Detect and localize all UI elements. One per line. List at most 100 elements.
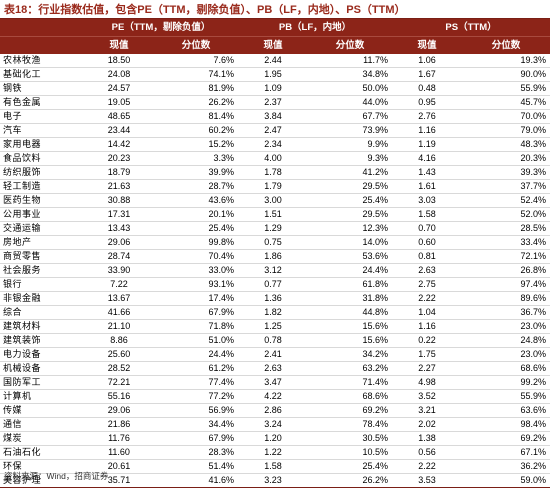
table-row: 电力设备 25.60 24.4% 2.41 34.2% 1.75 23.0% [0,347,550,362]
industry-name-cell: 传媒 [0,403,84,418]
pe-percentile-cell: 74.1% [154,67,239,82]
pb-percentile-cell: 44.8% [308,305,393,320]
pb-current-cell: 4.00 [238,151,309,166]
pb-percentile-cell: 10.5% [308,445,393,460]
pb-percentile-cell: 15.6% [308,319,393,334]
pb-current-cell: 2.41 [238,347,309,362]
ps-current-cell: 1.75 [392,347,463,362]
title-rule [0,18,550,19]
ps-percentile-cell: 52.4% [462,193,550,208]
ps-current-cell: 0.60 [392,235,463,250]
industry-name-cell: 通信 [0,417,84,432]
pb-percentile-cell: 73.9% [308,123,393,138]
industry-name-cell: 电子 [0,109,84,124]
pb-percentile-cell: 29.5% [308,179,393,194]
pe-current-cell: 24.57 [84,81,154,96]
pb-percentile-cell: 26.2% [308,473,393,488]
pb-current-cell: 0.78 [238,333,309,348]
ps-percentile-cell: 23.0% [462,347,550,362]
table-row: 银行 7.22 93.1% 0.77 61.8% 2.75 97.4% [0,277,550,292]
table-row: 社会服务 33.90 33.0% 3.12 24.4% 2.63 26.8% [0,263,550,278]
pb-percentile-cell: 34.8% [308,67,393,82]
ps-current-cell: 2.76 [392,109,463,124]
table-row: 计算机 55.16 77.2% 4.22 68.6% 3.52 55.9% [0,389,550,404]
pb-current-cell: 1.82 [238,305,309,320]
industry-name-cell: 计算机 [0,389,84,404]
header-pe-current: 现值 [84,36,154,54]
pb-percentile-cell: 25.4% [308,193,393,208]
header-ps-current: 现值 [392,36,463,54]
table-row: 基础化工 24.08 74.1% 1.95 34.8% 1.67 90.0% [0,67,550,82]
pb-percentile-cell: 29.5% [308,207,393,222]
pe-current-cell: 8.86 [84,333,154,348]
table-row: 环保 20.61 51.4% 1.58 25.4% 2.22 36.2% [0,459,550,474]
pe-current-cell: 29.06 [84,235,154,250]
ps-percentile-cell: 55.9% [462,81,550,96]
table-row: 综合 41.66 67.9% 1.82 44.8% 1.04 36.7% [0,305,550,320]
ps-current-cell: 1.16 [392,123,463,138]
pe-percentile-cell: 34.4% [154,417,239,432]
pe-percentile-cell: 15.2% [154,137,239,152]
pb-current-cell: 1.29 [238,221,309,236]
industry-name-cell: 食品饮料 [0,151,84,166]
industry-name-cell: 公用事业 [0,207,84,222]
table-row: 轻工制造 21.63 28.7% 1.79 29.5% 1.61 37.7% [0,179,550,194]
pb-current-cell: 1.79 [238,179,309,194]
pb-percentile-cell: 61.8% [308,277,393,292]
header-ps-percentile: 分位数 [462,36,550,54]
table-row: 家用电器 14.42 15.2% 2.34 9.9% 1.19 48.3% [0,137,550,152]
pe-percentile-cell: 81.4% [154,109,239,124]
pe-percentile-cell: 28.3% [154,445,239,460]
ps-current-cell: 2.27 [392,361,463,376]
pe-current-cell: 29.06 [84,403,154,418]
ps-current-cell: 2.75 [392,277,463,292]
pe-current-cell: 17.31 [84,207,154,222]
source-note: 资料来源：Wind，招商证券 [4,471,109,481]
ps-current-cell: 1.43 [392,165,463,180]
industry-name-cell: 银行 [0,277,84,292]
pb-percentile-cell: 71.4% [308,375,393,390]
pe-current-cell: 72.21 [84,375,154,390]
pb-current-cell: 1.51 [238,207,309,222]
pb-percentile-cell: 63.2% [308,361,393,376]
industry-name-cell: 汽车 [0,123,84,138]
ps-percentile-cell: 68.6% [462,361,550,376]
pe-current-cell: 30.88 [84,193,154,208]
pe-percentile-cell: 60.2% [154,123,239,138]
pb-percentile-cell: 9.9% [308,137,393,152]
pe-percentile-cell: 26.2% [154,95,239,110]
industry-name-cell: 商贸零售 [0,249,84,264]
ps-current-cell: 0.22 [392,333,463,348]
ps-percentile-cell: 48.3% [462,137,550,152]
pe-current-cell: 18.79 [84,165,154,180]
pe-current-cell: 55.16 [84,389,154,404]
ps-percentile-cell: 97.4% [462,277,550,292]
ps-percentile-cell: 90.0% [462,67,550,82]
pb-current-cell: 1.09 [238,81,309,96]
pe-current-cell: 33.90 [84,263,154,278]
pb-current-cell: 3.24 [238,417,309,432]
pe-current-cell: 11.60 [84,445,154,460]
header-group-blank [0,19,84,37]
ps-percentile-cell: 52.0% [462,207,550,222]
pb-percentile-cell: 9.3% [308,151,393,166]
ps-percentile-cell: 33.4% [462,235,550,250]
pb-percentile-cell: 53.6% [308,249,393,264]
pb-percentile-cell: 25.4% [308,459,393,474]
table-row: 有色金属 19.05 26.2% 2.37 44.0% 0.95 45.7% [0,95,550,110]
pb-current-cell: 3.84 [238,109,309,124]
industry-name-cell: 电力设备 [0,347,84,362]
pe-current-cell: 20.23 [84,151,154,166]
ps-percentile-cell: 69.2% [462,431,550,446]
pb-current-cell: 1.86 [238,249,309,264]
pb-current-cell: 3.47 [238,375,309,390]
ps-current-cell: 1.16 [392,319,463,334]
header-sub-row: 现值 分位数 现值 分位数 现值 分位数 [0,36,550,54]
table-row: 非银金融 13.67 17.4% 1.36 31.8% 2.22 89.6% [0,291,550,306]
ps-percentile-cell: 59.0% [462,473,550,488]
pb-current-cell: 3.12 [238,263,309,278]
pb-current-cell: 1.20 [238,431,309,446]
pe-current-cell: 24.08 [84,67,154,82]
pe-percentile-cell: 39.9% [154,165,239,180]
header-group-pe: PE（TTM，剔除负值） [84,19,239,37]
